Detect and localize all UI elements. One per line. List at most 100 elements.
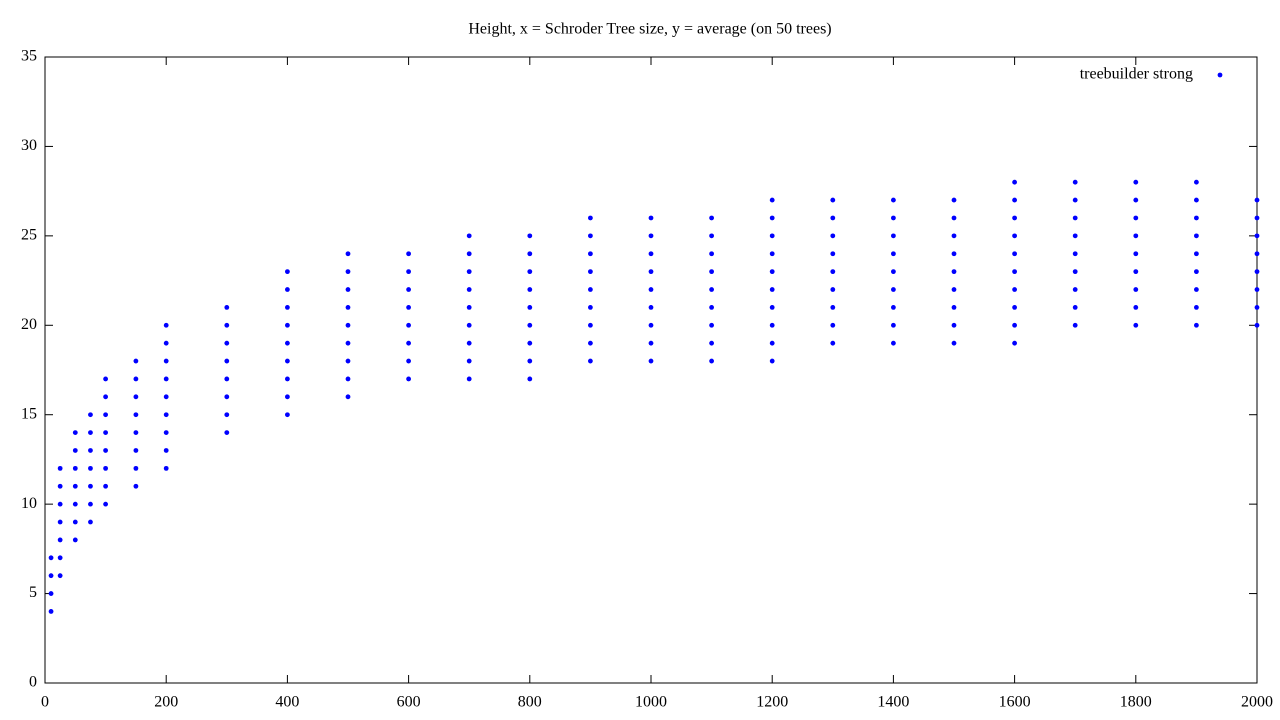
point: [1012, 269, 1017, 275]
point: [285, 322, 290, 328]
point: [891, 197, 896, 203]
point: [648, 251, 654, 257]
point: [891, 251, 896, 257]
point: [769, 358, 775, 364]
point: [1012, 305, 1017, 310]
point: [285, 394, 290, 400]
y-tick-label: 5: [29, 584, 37, 601]
point: [951, 233, 957, 239]
point: [345, 251, 351, 257]
point: [527, 287, 533, 292]
point: [588, 358, 593, 364]
point: [769, 287, 775, 292]
point: [769, 340, 775, 346]
point: [951, 215, 957, 221]
point: [1133, 179, 1139, 185]
x-tick-label: 0: [41, 694, 49, 711]
point: [891, 269, 896, 275]
point: [133, 376, 139, 382]
point: [709, 340, 714, 346]
point: [345, 322, 351, 328]
point: [285, 269, 290, 275]
point: [1254, 269, 1260, 275]
point: [88, 519, 93, 525]
point: [1012, 251, 1017, 257]
point: [57, 537, 63, 543]
point: [406, 358, 411, 364]
point: [406, 305, 411, 310]
point: [769, 305, 775, 310]
point: [345, 358, 351, 364]
y-tick-label: 10: [21, 495, 37, 512]
point: [527, 233, 533, 239]
point: [830, 287, 836, 292]
point: [830, 269, 836, 275]
point: [1254, 233, 1260, 239]
point: [1254, 251, 1260, 257]
point: [830, 251, 836, 257]
y-tick-label: 30: [21, 137, 37, 154]
point: [345, 305, 351, 310]
point: [285, 376, 290, 382]
point: [224, 394, 230, 400]
point: [648, 340, 654, 346]
y-tick-label: 15: [21, 405, 37, 422]
x-tick-label: 400: [275, 694, 299, 711]
point: [133, 358, 139, 364]
point: [527, 269, 533, 275]
point: [1072, 322, 1078, 328]
point: [1133, 215, 1139, 221]
point: [648, 215, 654, 221]
point: [1194, 322, 1199, 328]
point: [48, 573, 54, 579]
point: [527, 305, 533, 310]
point: [88, 483, 93, 489]
point: [406, 376, 411, 382]
x-tick-label: 1800: [1120, 694, 1152, 711]
point: [648, 233, 654, 239]
point: [1072, 233, 1078, 239]
point: [588, 233, 593, 239]
point: [709, 269, 714, 275]
point: [588, 287, 593, 292]
point: [588, 340, 593, 346]
point: [1194, 179, 1199, 185]
point: [1194, 305, 1199, 310]
point: [1012, 179, 1017, 185]
point: [163, 465, 169, 471]
point: [527, 340, 533, 346]
point: [72, 537, 78, 543]
point: [57, 555, 63, 561]
point: [1133, 197, 1139, 203]
point: [345, 394, 351, 400]
point: [527, 322, 533, 328]
point: [588, 305, 593, 310]
point: [951, 322, 957, 328]
point: [1194, 287, 1199, 292]
point: [769, 322, 775, 328]
point: [88, 412, 93, 418]
point: [406, 269, 411, 275]
x-tick-label: 1400: [877, 694, 909, 711]
point: [406, 287, 411, 292]
point: [57, 465, 63, 471]
point: [891, 322, 896, 328]
point: [1194, 251, 1199, 257]
point: [769, 251, 775, 257]
point: [224, 376, 230, 382]
point: [1254, 322, 1260, 328]
point: [951, 251, 957, 257]
x-tick-label: 800: [518, 694, 542, 711]
point: [1012, 215, 1017, 221]
point: [1072, 269, 1078, 275]
point: [285, 340, 290, 346]
point: [133, 465, 139, 471]
point: [466, 233, 472, 239]
point: [1254, 215, 1260, 221]
point: [588, 322, 593, 328]
x-tick-label: 200: [154, 694, 178, 711]
y-tick-label: 25: [21, 227, 37, 244]
point: [830, 233, 836, 239]
point: [951, 305, 957, 310]
